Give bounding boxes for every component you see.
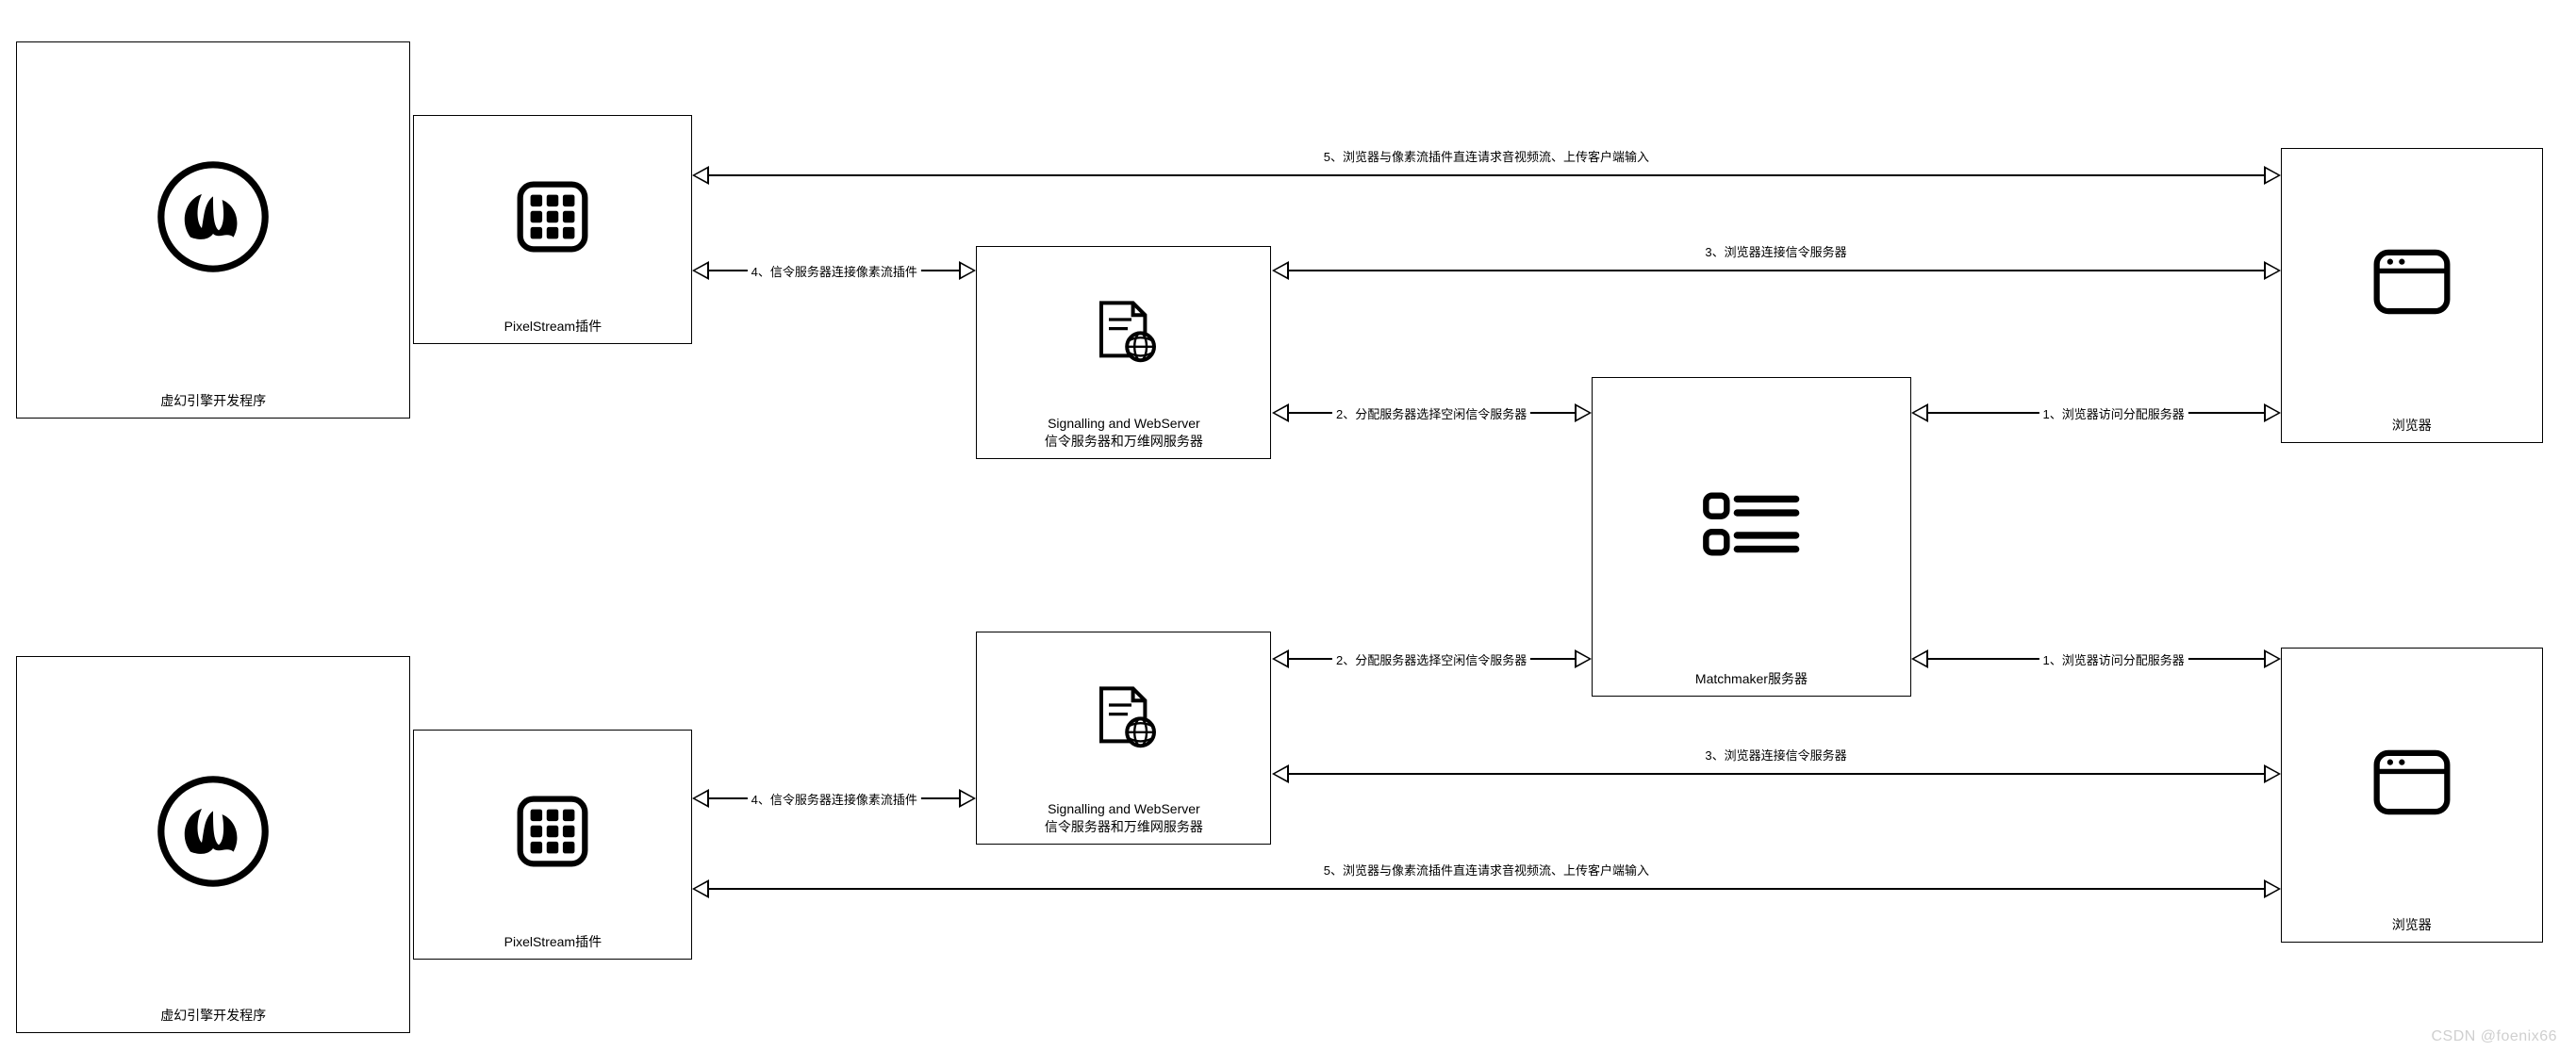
list-icon <box>1593 378 1910 669</box>
edge-e4_bot: 4、信令服务器连接像素流插件 <box>692 787 976 810</box>
edge-label: 4、信令服务器连接像素流插件 <box>748 790 921 808</box>
window-icon <box>2282 649 2542 915</box>
node-ue_app_top: 虚幻引擎开发程序 <box>16 41 410 419</box>
edge-e2_bot: 2、分配服务器选择空闲信令服务器 <box>1272 648 1592 670</box>
window-icon <box>2282 149 2542 416</box>
unreal-icon <box>17 42 409 391</box>
edge-e2_top: 2、分配服务器选择空闲信令服务器 <box>1272 402 1592 424</box>
edge-label: 5、浏览器与像素流插件直连请求音视频流、上传客户端输入 <box>692 861 2280 879</box>
node-label: 虚幻引擎开发程序 <box>160 1006 266 1025</box>
grid-icon <box>414 116 691 318</box>
edge-e3_top: 3、浏览器连接信令服务器 <box>1272 259 2281 282</box>
edge-e3_bot: 3、浏览器连接信令服务器 <box>1272 763 2281 785</box>
edge-label: 3、浏览器连接信令服务器 <box>1272 242 2281 260</box>
node-pixel_top: PixelStream插件 <box>413 115 692 345</box>
node-matchmaker: Matchmaker服务器 <box>1592 377 1911 697</box>
edge-e1_bot: 1、浏览器访问分配服务器 <box>1911 648 2281 670</box>
node-label: Matchmaker服务器 <box>1695 669 1808 688</box>
watermark: CSDN @foenix66 <box>2431 1028 2557 1045</box>
node-label: PixelStream插件 <box>504 317 602 336</box>
node-label: Signalling and WebServer <box>1048 801 1200 818</box>
edge-e4_top: 4、信令服务器连接像素流插件 <box>692 259 976 282</box>
edge-label: 3、浏览器连接信令服务器 <box>1272 746 2281 764</box>
grid-icon <box>414 731 691 932</box>
node-browser_bot: 浏览器 <box>2281 648 2543 943</box>
edge-label: 2、分配服务器选择空闲信令服务器 <box>1332 650 1530 668</box>
edge-e5_top: 5、浏览器与像素流插件直连请求音视频流、上传客户端输入 <box>692 164 2280 187</box>
edge-e5_bot: 5、浏览器与像素流插件直连请求音视频流、上传客户端输入 <box>692 878 2280 900</box>
node-label: 浏览器 <box>2392 416 2432 435</box>
node-label: 虚幻引擎开发程序 <box>160 391 266 410</box>
edge-label: 1、浏览器访问分配服务器 <box>2039 650 2188 668</box>
edge-label: 5、浏览器与像素流插件直连请求音视频流、上传客户端输入 <box>692 147 2280 165</box>
node-browser_top: 浏览器 <box>2281 148 2543 443</box>
edge-e1_top: 1、浏览器访问分配服务器 <box>1911 402 2281 424</box>
doc-globe-icon <box>977 632 1270 801</box>
edge-label: 1、浏览器访问分配服务器 <box>2039 404 2188 422</box>
node-label: PixelStream插件 <box>504 932 602 951</box>
node-sublabel: 信令服务器和万维网服务器 <box>1045 432 1203 451</box>
unreal-icon <box>17 657 409 1006</box>
node-signal_top: Signalling and WebServer信令服务器和万维网服务器 <box>976 246 1271 459</box>
node-sublabel: 信令服务器和万维网服务器 <box>1045 817 1203 836</box>
node-pixel_bot: PixelStream插件 <box>413 730 692 960</box>
node-ue_app_bot: 虚幻引擎开发程序 <box>16 656 410 1033</box>
edge-label: 4、信令服务器连接像素流插件 <box>748 262 921 280</box>
diagram-canvas: 虚幻引擎开发程序 PixelStream插件 Signalling and We… <box>0 0 2576 1051</box>
doc-globe-icon <box>977 247 1270 416</box>
node-label: 浏览器 <box>2392 915 2432 934</box>
node-signal_bot: Signalling and WebServer信令服务器和万维网服务器 <box>976 632 1271 845</box>
node-label: Signalling and WebServer <box>1048 416 1200 433</box>
edge-label: 2、分配服务器选择空闲信令服务器 <box>1332 404 1530 422</box>
